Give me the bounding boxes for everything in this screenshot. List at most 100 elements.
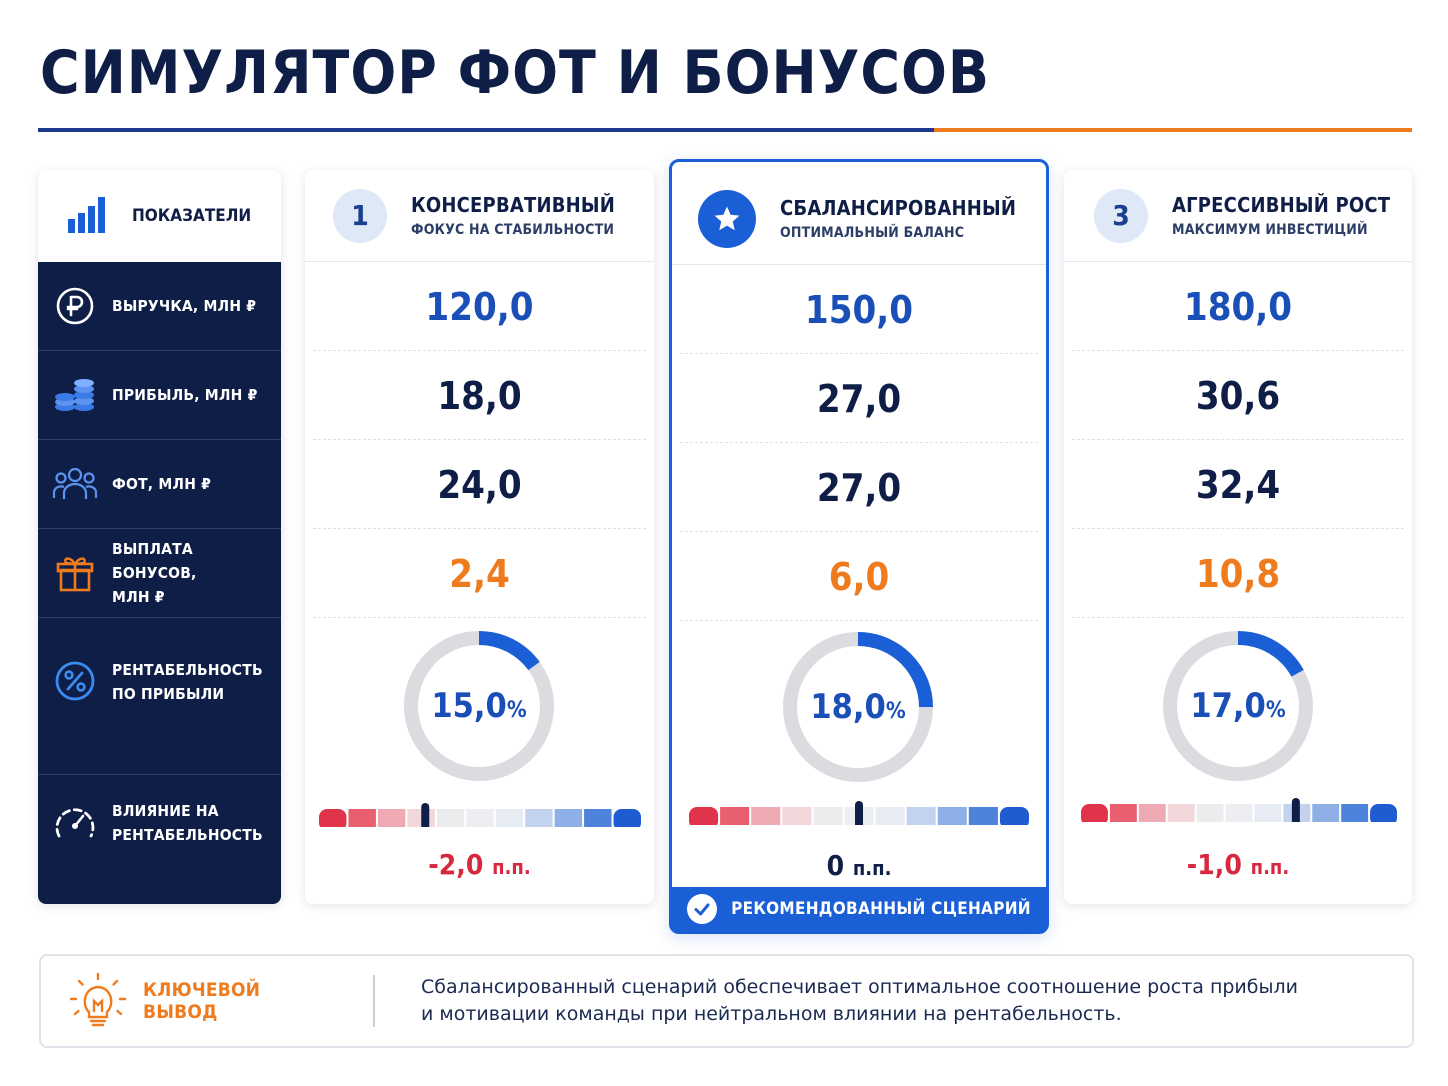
impact-unit: п.п.: [492, 855, 531, 879]
gauge-icon: [55, 808, 95, 838]
row-label: РЕНТАБЕЛЬНОСТЬ: [112, 826, 263, 844]
takeaway-line: Сбалансированный сценарий обеспечивает о…: [421, 976, 1298, 998]
profit-value: 30,6: [1064, 351, 1412, 440]
scale-segment: [1370, 804, 1397, 822]
bonuses-value: 6,0: [672, 532, 1046, 621]
bonuses-value: 2,4: [305, 529, 654, 618]
scale-segment: [968, 807, 998, 825]
impact-value: -1,0: [1186, 848, 1242, 881]
profit-value: 27,0: [672, 354, 1046, 443]
donut-arc: [857, 632, 933, 708]
scale-segment: [466, 809, 494, 827]
profit-value: 18,0: [305, 351, 654, 440]
scenario-name: АГРЕССИВНЫЙ РОСТ: [1172, 193, 1391, 217]
impact-value: -2,0: [428, 848, 484, 881]
row-label: ФОТ, МЛН ₽: [112, 475, 212, 493]
scenario-header: 3 АГРЕССИВНЫЙ РОСТ МАКСИМУМ ИНВЕСТИЦИЙ: [1064, 170, 1412, 262]
margin-donut: 18,0%: [780, 629, 936, 785]
margin-donut-ring: [404, 631, 554, 781]
row-label: МЛН ₽: [112, 588, 165, 606]
team-icon: [52, 467, 98, 499]
recommended-label: РЕКОМЕНДОВАННЫЙ СЦЕНАРИЙ: [731, 899, 1031, 919]
page-title: СИМУЛЯТОР ФОТ И БОНУСОВ: [40, 38, 990, 108]
takeaway-label: КЛЮЧЕВОЙ ВЫВОД: [143, 979, 261, 1023]
impact-readout: -2,0 п.п.: [305, 848, 654, 881]
impact-readout: 0 п.п.: [672, 849, 1046, 882]
row-label: ПРИБЫЛЬ, МЛН ₽: [112, 386, 258, 404]
row-label: ВЫРУЧКА, МЛН ₽: [112, 297, 257, 315]
revenue-value: 150,0: [672, 265, 1046, 354]
payroll-value: 24,0: [305, 440, 654, 529]
margin-donut-ring: [1163, 631, 1313, 781]
scale-segment: [937, 807, 967, 825]
scale-segment: [525, 809, 553, 827]
margin-value: 17,0: [1190, 686, 1266, 726]
scenario-subtitle: МАКСИМУМ ИНВЕСТИЦИЙ: [1172, 222, 1368, 238]
scale-segment: [377, 809, 406, 827]
takeaway-line: и мотивации команды при нейтральном влия…: [421, 1003, 1122, 1025]
margin-unit: %: [885, 699, 906, 724]
row-label: ВЫПЛАТА БОНУСОВ,: [112, 540, 197, 582]
scenario-card-balanced[interactable]: СБАЛАНСИРОВАННЫЙ ОПТИМАЛЬНЫЙ БАЛАНС 150,…: [669, 159, 1049, 934]
scale-segment: [1109, 804, 1137, 822]
impact-readout: -1,0 п.п.: [1064, 848, 1412, 881]
donut-arc: [1237, 631, 1304, 677]
scenario-header: СБАЛАНСИРОВАННЫЙ ОПТИМАЛЬНЫЙ БАЛАНС: [672, 173, 1046, 265]
scale-segment: [407, 809, 435, 827]
impact-scale: [1081, 798, 1397, 822]
scale-segment: [613, 809, 641, 827]
row-label: ВЛИЯНИЕ НА: [112, 802, 219, 820]
scenario-subtitle: ОПТИМАЛЬНЫЙ БАЛАНС: [780, 225, 965, 241]
scale-segment: [1196, 804, 1224, 822]
scale-segment: [554, 809, 583, 827]
margin-donut: 17,0%: [1160, 628, 1316, 784]
row-margin: РЕНТАБЕЛЬНОСТЬ ПО ПРИБЫЛИ: [38, 618, 281, 775]
recommended-banner: РЕКОМЕНДОВАННЫЙ СЦЕНАРИЙ: [672, 887, 1046, 931]
scale-segment: [720, 807, 750, 825]
scenario-subtitle: ФОКУС НА СТАБИЛЬНОСТИ: [411, 222, 615, 238]
coins-icon: [55, 379, 94, 411]
scenario-name: СБАЛАНСИРОВАННЫЙ: [780, 196, 1017, 220]
sidebar-header-label: ПОКАЗАТЕЛИ: [132, 206, 252, 226]
ruble-icon: [56, 287, 94, 325]
scale-segment: [1341, 804, 1369, 822]
row-impact: ВЛИЯНИЕ НА РЕНТАБЕЛЬНОСТЬ: [38, 775, 281, 904]
impact-unit: п.п.: [1250, 855, 1290, 879]
margin-value: 18,0: [810, 687, 886, 727]
scale-segment: [436, 809, 465, 827]
scale-segment: [751, 807, 781, 825]
payroll-value: 32,4: [1064, 440, 1412, 529]
scale-segment: [906, 807, 936, 825]
scale-segment: [319, 809, 347, 827]
scale-segment: [999, 807, 1029, 825]
scale-segment: [1167, 804, 1195, 822]
scale-marker: [421, 803, 430, 827]
bonuses-value: 10,8: [1064, 529, 1412, 618]
bar-chart-icon: [68, 197, 105, 233]
scenario-card-aggressive[interactable]: 3 АГРЕССИВНЫЙ РОСТ МАКСИМУМ ИНВЕСТИЦИЙ 1…: [1064, 170, 1412, 904]
scenario-card-conservative[interactable]: 1 КОНСЕРВАТИВНЫЙ ФОКУС НА СТАБИЛЬНОСТИ 1…: [305, 170, 654, 904]
star-icon: [714, 206, 740, 230]
scale-segment: [1312, 804, 1340, 822]
scale-segment: [1225, 804, 1253, 822]
scale-segment: [875, 807, 905, 825]
takeaway-divider: [373, 975, 375, 1027]
scenario-number-badge: 3: [1094, 188, 1148, 243]
scenario-header: 1 КОНСЕРВАТИВНЫЙ ФОКУС НА СТАБИЛЬНОСТИ: [305, 170, 654, 262]
row-bonuses: ВЫПЛАТА БОНУСОВ, МЛН ₽: [38, 529, 281, 618]
scale-segment: [1254, 804, 1282, 822]
impact-unit: п.п.: [852, 856, 892, 880]
scale-marker: [855, 801, 863, 825]
check-icon: [694, 903, 710, 916]
impact-value: 0: [826, 849, 845, 882]
scenario-name: КОНСЕРВАТИВНЫЙ: [411, 193, 615, 217]
indicators-sidebar: ПОКАЗАТЕЛИ ВЫРУЧКА, МЛН ₽ ПРИБЫЛЬ, МЛН ₽…: [38, 170, 281, 904]
scale-segment: [1081, 804, 1108, 822]
scenario-star-badge: [698, 189, 756, 248]
margin-value: 15,0: [431, 686, 507, 726]
margin-donut: 15,0%: [401, 628, 557, 784]
gift-icon: [56, 557, 94, 592]
scenario-number-badge: 1: [333, 188, 387, 243]
row-revenue: ВЫРУЧКА, МЛН ₽: [38, 262, 281, 351]
sidebar-header: ПОКАЗАТЕЛИ: [38, 170, 281, 262]
